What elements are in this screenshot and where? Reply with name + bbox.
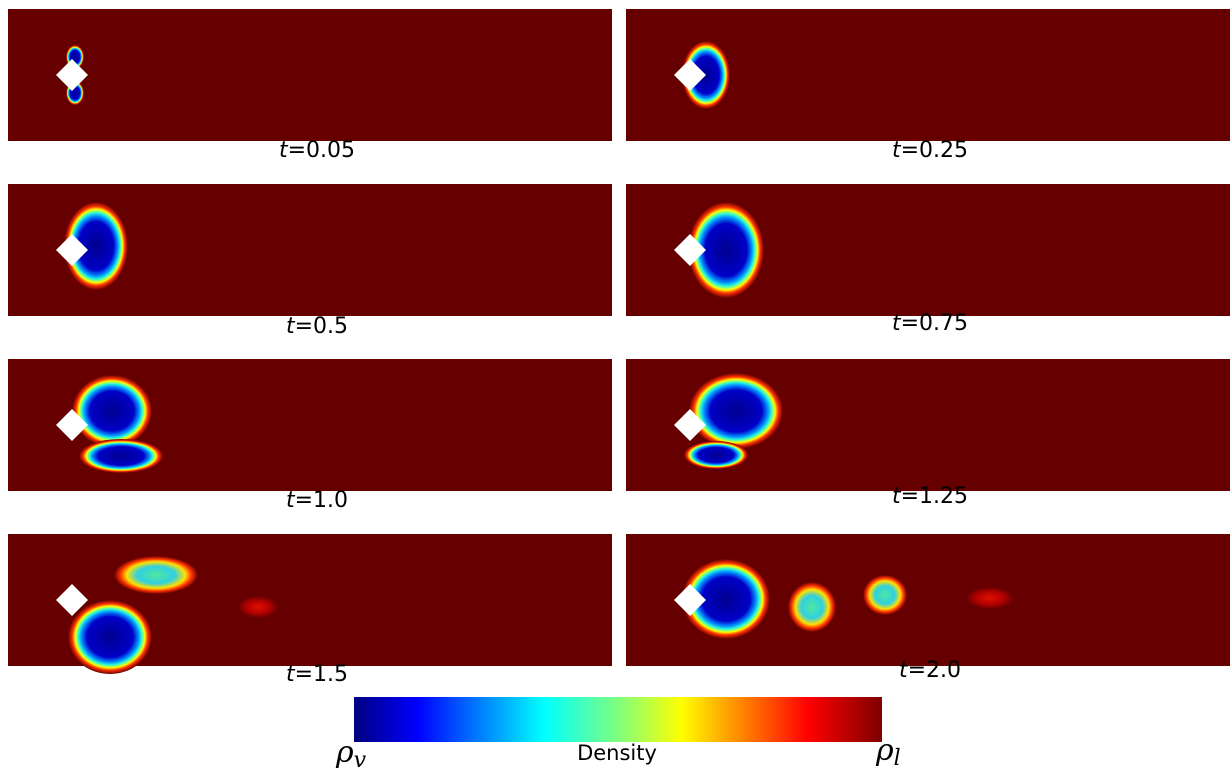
subscript: l bbox=[894, 746, 901, 769]
snapshot-panel: t=0.25 bbox=[626, 9, 1230, 163]
time-value: =0.5 bbox=[295, 314, 348, 339]
density-region bbox=[863, 575, 907, 615]
obstacle bbox=[56, 59, 88, 91]
density-region bbox=[966, 587, 1014, 609]
time-value: =1.25 bbox=[901, 484, 968, 509]
density-region bbox=[79, 439, 163, 473]
time-label: t=2.0 bbox=[899, 658, 961, 683]
time-value: =2.0 bbox=[908, 658, 961, 683]
snapshot-panel: t=1.0 bbox=[8, 359, 612, 513]
density-region bbox=[688, 202, 764, 298]
obstacle bbox=[674, 409, 706, 441]
panels: t=0.05 t=0.25t=0.5 t=0.75t=1.0 t=1.25t=1.5 t… bbox=[8, 9, 1230, 687]
time-label: t=0.05 bbox=[279, 138, 355, 163]
snapshot-panel: t=0.05 bbox=[8, 9, 612, 163]
obstacle bbox=[674, 234, 706, 266]
time-symbol: t bbox=[892, 311, 902, 336]
time-value: =1.0 bbox=[295, 488, 348, 513]
density-region bbox=[238, 596, 278, 618]
time-label: t=0.75 bbox=[892, 311, 968, 336]
obstacle bbox=[674, 59, 706, 91]
symbol: ρ bbox=[335, 735, 354, 769]
density-region bbox=[684, 441, 748, 469]
time-symbol: t bbox=[892, 138, 902, 163]
obstacle bbox=[56, 409, 88, 441]
time-symbol: t bbox=[899, 658, 909, 683]
time-label: t=1.25 bbox=[892, 484, 968, 509]
snapshot-panel: t=0.75 bbox=[626, 184, 1230, 336]
colorbar-title: Density bbox=[577, 741, 657, 765]
time-value: =0.05 bbox=[288, 138, 355, 163]
time-label: t=1.0 bbox=[286, 488, 348, 513]
time-label: t=0.25 bbox=[892, 138, 968, 163]
snapshot-panel: t=0.5 bbox=[8, 184, 612, 339]
symbol: ρ bbox=[875, 733, 894, 768]
time-symbol: t bbox=[286, 662, 296, 687]
density-region bbox=[72, 375, 152, 447]
time-label: t=1.5 bbox=[286, 662, 348, 687]
time-value: =0.25 bbox=[901, 138, 968, 163]
density-region bbox=[64, 202, 128, 290]
snapshot-panel: t=1.25 bbox=[626, 359, 1230, 509]
density-region bbox=[689, 373, 783, 449]
time-symbol: t bbox=[279, 138, 289, 163]
obstacle bbox=[56, 234, 88, 266]
time-symbol: t bbox=[286, 314, 296, 339]
time-label: t=0.5 bbox=[286, 314, 348, 339]
time-value: =0.75 bbox=[901, 311, 968, 336]
density-region bbox=[114, 556, 198, 594]
density-region bbox=[788, 582, 836, 632]
obstacle bbox=[674, 584, 706, 616]
density-region bbox=[682, 559, 770, 639]
time-symbol: t bbox=[286, 488, 296, 513]
colorbar-max-label: ρl bbox=[875, 733, 901, 769]
snapshot-panel: t=1.5 bbox=[8, 534, 612, 687]
colorbar-min-label: ρv bbox=[335, 735, 367, 769]
density-region bbox=[68, 600, 152, 674]
time-value: =1.5 bbox=[295, 662, 348, 687]
subscript: v bbox=[354, 748, 367, 769]
colorbar bbox=[354, 697, 882, 742]
obstacle bbox=[56, 584, 88, 616]
snapshot-panel: t=2.0 bbox=[626, 534, 1230, 683]
panel-background bbox=[8, 9, 612, 141]
time-symbol: t bbox=[892, 484, 902, 509]
